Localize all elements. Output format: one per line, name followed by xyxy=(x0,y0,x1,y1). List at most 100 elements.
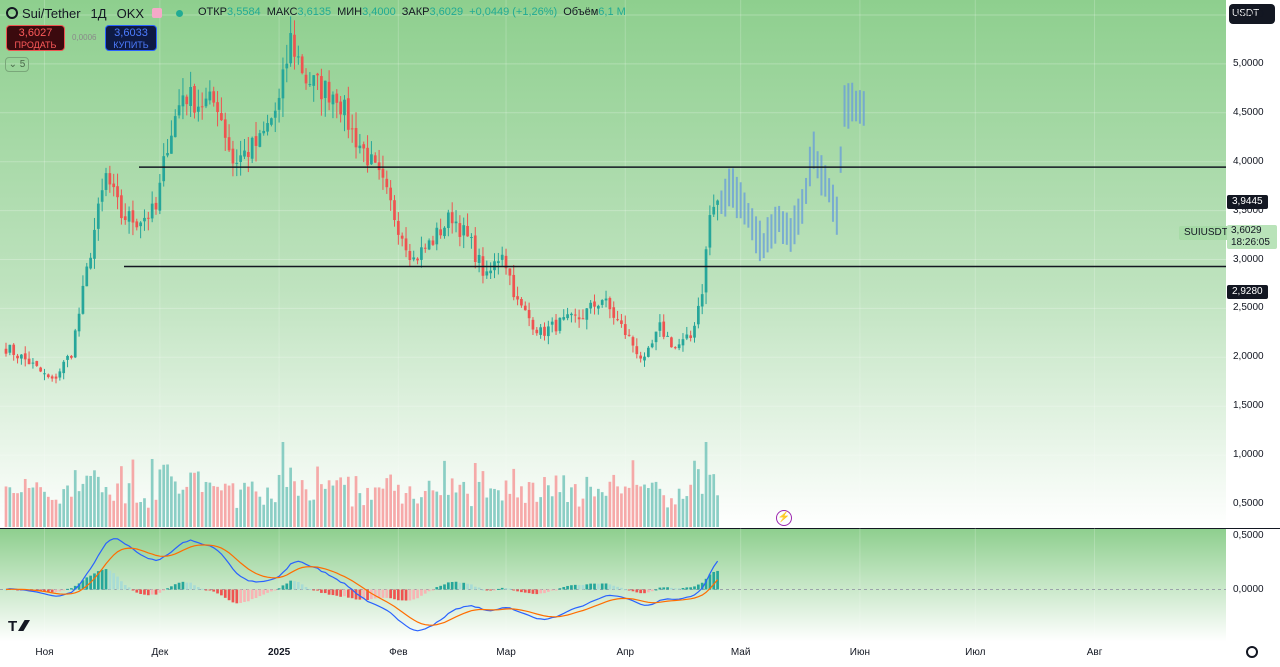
volume-bar xyxy=(531,482,535,527)
candle-body xyxy=(554,319,558,332)
market-open-icon xyxy=(176,9,184,17)
volume-bar xyxy=(323,488,327,527)
volume-bar xyxy=(439,495,442,527)
candle-body xyxy=(697,305,700,325)
ohlc-readout: ОТКР 3,5584 МАКС 3,6135 МИН 3,4000 ЗАКР 3,60… xyxy=(198,6,626,18)
time-axis-label: 2025 xyxy=(267,647,291,658)
time-axis-label: Фев xyxy=(389,647,408,658)
macd-histogram-bar xyxy=(481,589,485,591)
macd-histogram-bar xyxy=(620,587,623,590)
lightning-event-icon[interactable]: ⚡ xyxy=(776,510,792,526)
macd-histogram-bar xyxy=(296,582,300,590)
macd-histogram-bar xyxy=(500,587,504,590)
symbol-header[interactable]: Sui/Tether 1Д OKX xyxy=(6,0,184,26)
candle-body xyxy=(177,105,181,116)
candle-body xyxy=(500,254,504,260)
sell-button[interactable]: 3,6027 ПРОДАТЬ xyxy=(6,25,65,51)
macd-histogram-bar xyxy=(546,589,550,592)
macd-histogram-bar xyxy=(120,581,123,590)
indicators-collapse-button[interactable]: ⌄ 5 xyxy=(5,57,29,72)
macd-histogram-bar xyxy=(712,571,716,590)
candle-body xyxy=(200,106,204,108)
macd-histogram-bar xyxy=(450,581,454,590)
volume-bar xyxy=(612,474,616,527)
volume-bar xyxy=(481,471,485,527)
volume-bar xyxy=(139,502,142,527)
candle-body xyxy=(712,206,716,215)
candle-body xyxy=(196,106,200,112)
time-axis-label: Мар xyxy=(496,647,516,658)
signal-line xyxy=(5,544,719,626)
macd-histogram-bar xyxy=(396,589,400,601)
macd-histogram-bar xyxy=(616,586,619,590)
candle-body xyxy=(577,317,581,320)
candle-body xyxy=(654,331,658,343)
volume-bar xyxy=(593,496,596,527)
candle-body xyxy=(412,257,416,260)
volume-bar xyxy=(697,469,700,527)
volume-bar xyxy=(581,498,585,527)
macd-histogram-bar xyxy=(185,582,189,590)
price-scale-label: 3,0000 xyxy=(1233,253,1264,265)
volume-bar xyxy=(577,506,581,527)
volume-bar xyxy=(704,442,708,527)
candle-body xyxy=(450,212,454,224)
volume-bar xyxy=(489,488,492,527)
volume-bar xyxy=(362,505,366,527)
candle-body xyxy=(493,261,496,271)
macd-histogram-bar xyxy=(196,587,200,590)
candle-body xyxy=(54,376,58,379)
candle-body xyxy=(158,182,162,211)
candle-body xyxy=(143,217,146,222)
macd-histogram-bar xyxy=(85,577,89,590)
macd-histogram-bar xyxy=(673,588,677,590)
volume-bar xyxy=(146,507,150,527)
macd-histogram-bar xyxy=(258,589,262,597)
macd-histogram-bar xyxy=(466,583,469,590)
macd-histogram-bar xyxy=(423,589,427,594)
volume-bar xyxy=(31,487,35,527)
volume-bar xyxy=(381,488,385,527)
volume-bar xyxy=(389,474,392,527)
candle-body xyxy=(227,137,231,151)
macd-histogram-bar xyxy=(131,589,135,591)
volume-bar xyxy=(500,500,504,527)
symbol-name: Sui/Tether xyxy=(22,5,81,21)
tradingview-logo[interactable]: T xyxy=(8,618,17,635)
candle-body xyxy=(323,80,327,99)
macd-histogram-bar xyxy=(496,588,500,590)
candle-body xyxy=(458,223,462,237)
volume-bar xyxy=(431,490,435,527)
volume-bar xyxy=(647,488,650,527)
macd-histogram-bar xyxy=(281,585,285,590)
candle-body xyxy=(181,95,185,107)
macd-histogram-bar xyxy=(204,589,208,591)
settings-gear-icon[interactable] xyxy=(1246,646,1258,658)
macd-histogram-bar xyxy=(220,589,223,596)
candle-body xyxy=(431,240,435,245)
volume-bar xyxy=(227,485,231,527)
macd-histogram-bar xyxy=(543,589,546,594)
candle-body xyxy=(85,266,89,287)
time-axis-label: Апр xyxy=(616,647,635,658)
candle-body xyxy=(531,319,535,330)
candle-body xyxy=(454,221,458,224)
volume-bar xyxy=(700,493,704,527)
currency-button[interactable]: USDT xyxy=(1229,4,1275,24)
candle-body xyxy=(466,225,469,237)
volume-bar xyxy=(462,481,466,527)
candle-body xyxy=(189,86,192,107)
macd-histogram-bar xyxy=(212,589,216,592)
macd-histogram-bar xyxy=(304,586,308,590)
macd-histogram-bar xyxy=(462,582,466,590)
volume-bar xyxy=(712,474,716,527)
candle-body xyxy=(647,347,650,357)
candle-body xyxy=(558,317,562,331)
volume-bar xyxy=(85,475,89,527)
volume-bar xyxy=(631,460,635,527)
macd-scale-label: 0,5000 xyxy=(1233,530,1264,541)
buy-button[interactable]: 3,6033 КУПИТЬ xyxy=(105,25,157,51)
interval-label[interactable]: 1Д xyxy=(90,5,107,21)
candle-body xyxy=(270,118,273,125)
